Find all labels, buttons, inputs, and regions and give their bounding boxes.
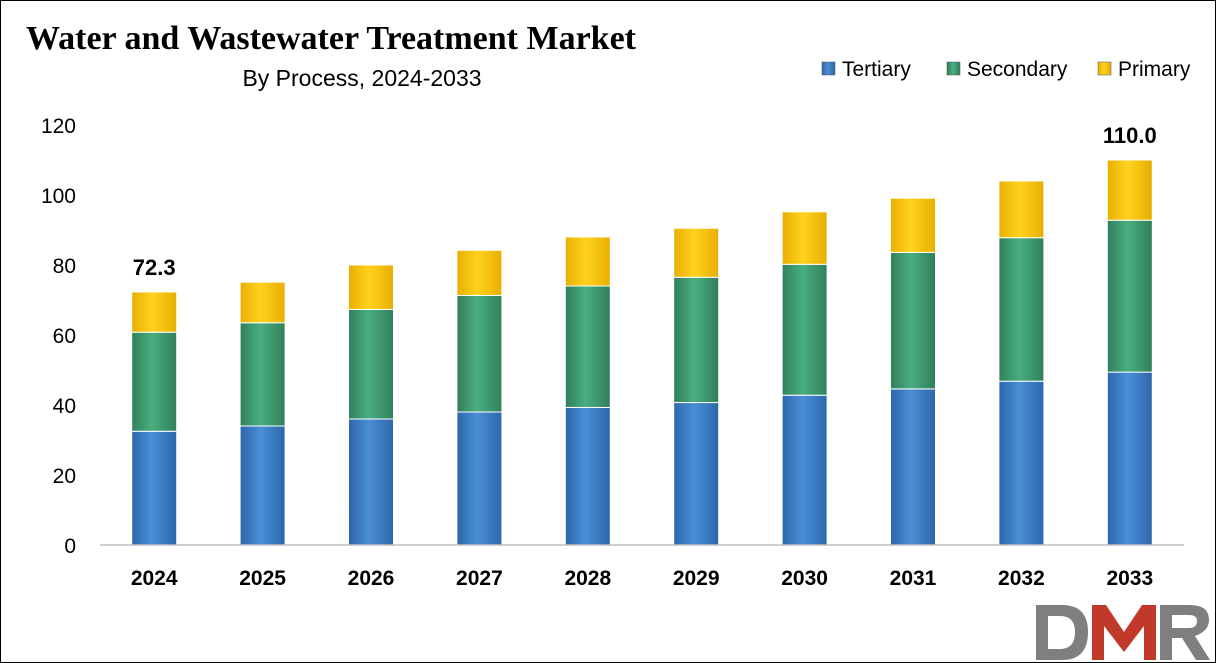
legend: Tertiary Secondary Primary [821,58,1191,81]
y-tick-label: 20 [53,465,76,488]
x-tick-label: 2027 [456,567,503,590]
y-tick-label: 40 [53,395,76,418]
chart-subtitle: By Process, 2024-2033 [242,65,481,91]
bar-primary-2026 [348,264,394,310]
bar-primary-2031 [890,197,936,253]
bar-primary-2027 [456,249,503,296]
legend-label-tertiary: Tertiary [842,58,911,81]
y-tick-label: 0 [64,535,76,558]
bar-secondary-2024 [131,331,178,432]
data-label-2024: 72.3 [133,255,176,280]
bar-secondary-2027 [456,294,503,413]
bar-tertiary-2025 [239,425,286,546]
bar-tertiary-2026 [348,418,394,546]
bar-primary-2030 [781,211,828,265]
bars [131,159,1153,546]
bar-tertiary-2031 [890,388,936,546]
bar-primary-2024 [131,291,178,333]
x-tick-label: 2024 [131,567,178,590]
bar-secondary-2029 [673,276,720,404]
dmr-logo-m [1092,605,1156,660]
bar-secondary-2030 [781,263,828,396]
x-tick-label: 2031 [890,567,937,590]
bar-primary-2033 [1106,159,1153,221]
bar-secondary-2031 [890,251,936,390]
x-axis: 2024 2025 2026 2027 2028 2029 2030 2031 2032 2033 [100,544,1184,590]
x-tick-label: 2025 [239,567,286,590]
legend-label-secondary: Secondary [967,58,1068,81]
legend-swatch-secondary [946,61,961,76]
x-tick-label: 2028 [564,567,611,590]
dmr-logo-r [1160,605,1210,660]
bar-tertiary-2032 [998,380,1045,546]
legend-label-primary: Primary [1118,58,1191,81]
y-tick-label: 80 [53,255,76,278]
x-tick-label: 2030 [781,567,828,590]
data-label-2033: 110.0 [1103,123,1157,148]
bar-secondary-2028 [564,285,611,408]
bar-tertiary-2029 [673,402,720,546]
data-labels: 72.3 110.0 [133,123,1157,280]
legend-swatch-primary [1097,61,1112,76]
x-tick-label: 2029 [673,567,720,590]
chart-title: Water and Wastewater Treatment Market [26,20,637,57]
bar-tertiary-2027 [456,411,503,546]
y-tick-label: 60 [53,325,76,348]
dmr-logo-d [1036,605,1088,660]
y-tick-label: 120 [41,115,76,138]
dmr-logo [1036,605,1210,660]
bar-secondary-2026 [348,308,394,420]
y-tick-label: 100 [41,185,76,208]
bar-secondary-2032 [998,237,1045,382]
bar-secondary-2033 [1106,219,1153,373]
bar-secondary-2025 [239,322,286,427]
y-axis: 0 20 40 60 80 100 120 [41,115,76,558]
x-tick-label: 2032 [998,567,1045,590]
bar-tertiary-2030 [781,394,828,546]
bar-tertiary-2028 [564,406,611,546]
x-tick-label: 2026 [348,567,395,590]
bar-tertiary-2033 [1106,371,1153,546]
bar-primary-2025 [239,281,286,324]
bar-primary-2029 [673,227,720,278]
bar-primary-2032 [998,180,1045,239]
legend-swatch-tertiary [821,61,836,76]
bar-primary-2028 [564,236,611,287]
x-tick-label: 2033 [1106,567,1153,590]
bar-tertiary-2024 [131,430,178,546]
